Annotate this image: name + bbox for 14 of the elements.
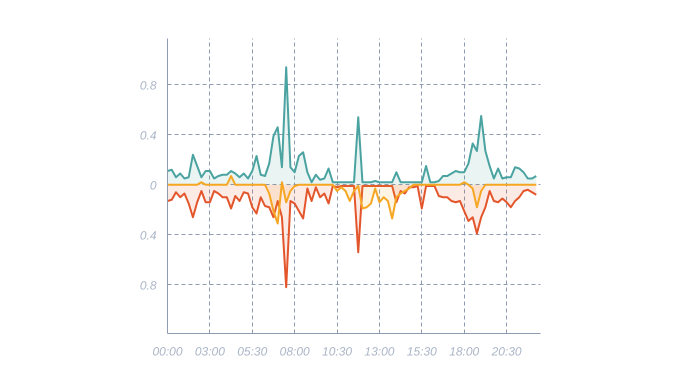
- x-tick-label: 15:30: [406, 344, 438, 358]
- x-tick-label: 08:00: [280, 344, 310, 358]
- x-tick-label: 05:30: [237, 344, 268, 358]
- x-tick-label: 03:00: [194, 344, 226, 358]
- y-tick-label: 0.4: [140, 128, 157, 142]
- x-tick-label: 13:00: [364, 344, 395, 358]
- y-tick-label: 0.4: [140, 228, 157, 242]
- x-tick-label: 00:00: [152, 344, 183, 358]
- x-tick-label: 20:30: [490, 344, 522, 358]
- y-tick-label: 0: [150, 178, 157, 192]
- x-tick-label: 10:30: [322, 344, 352, 358]
- y-tick-label: 0.8: [140, 78, 157, 92]
- x-tick-label: 18:00: [449, 344, 480, 358]
- y-tick-label: 0.8: [140, 278, 157, 292]
